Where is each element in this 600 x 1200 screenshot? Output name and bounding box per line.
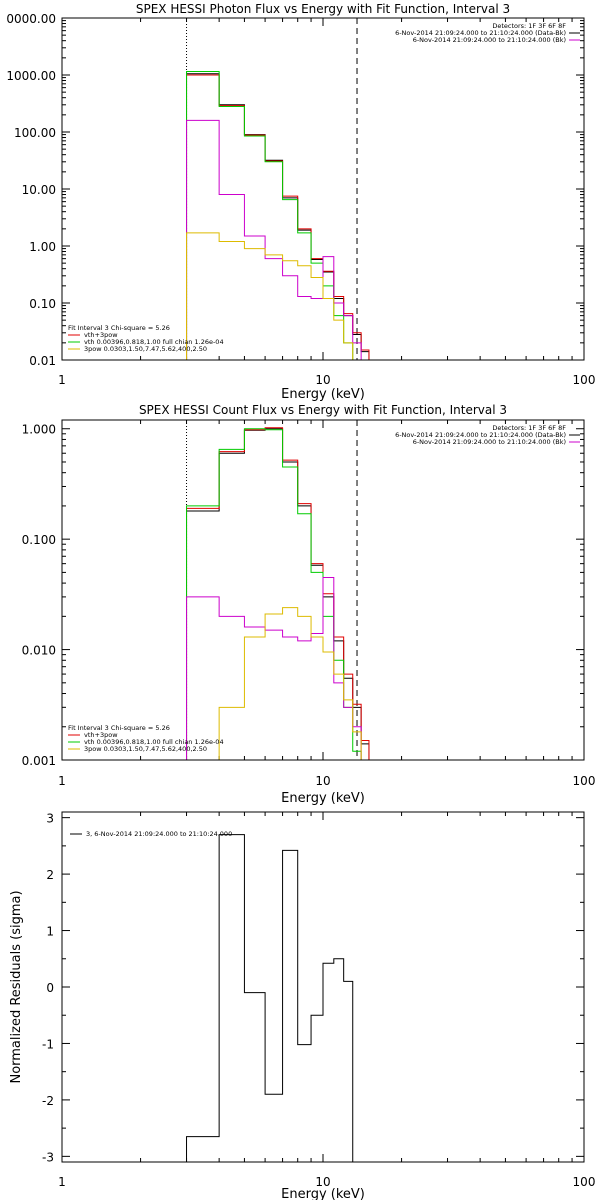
panel-2-xtick-label: 100: [573, 774, 596, 788]
panel-3-ytick-label: -2: [42, 1094, 54, 1108]
panel-3-ytick-label: 1: [46, 925, 54, 939]
panel-3-ytick-label: -1: [42, 1037, 54, 1051]
panel-1-fit-header: Fit Interval 3 Chi-square = 5.26: [68, 324, 170, 332]
panel-3-ytick-label: 3: [46, 812, 54, 826]
panel-1-title: SPEX HESSI Photon Flux vs Energy with Fi…: [136, 2, 510, 16]
panel-1-ytick-label: 0.01: [29, 354, 56, 368]
panel-3-legend-text: 3, 6-Nov-2014 21:09:24.000 to 21:10:24.0…: [86, 830, 232, 838]
panel-2-fit-text: 3pow 0.0303,1.50,7.47,5.62,400,2.50: [84, 745, 207, 753]
panel-2-xtick-label: 10: [315, 774, 330, 788]
panel-1-ytick-label: 1000.00: [6, 69, 56, 83]
panel-2-series-3: [186, 428, 362, 760]
panel-3-xlabel: Energy (keV): [281, 1187, 365, 1200]
panel-2-fit-text: vth+3pow: [84, 731, 118, 739]
panel-1-xtick-label: 10: [315, 373, 330, 387]
panel-1-series-1: [186, 73, 370, 360]
panel-2-ytick-label: 0.100: [22, 533, 56, 547]
panel-2-ytick-label: 1.000: [22, 423, 56, 437]
panel-1-xtick-label: 1: [58, 373, 66, 387]
panel-1-ytick-label: 0.10: [29, 297, 56, 311]
panel-2-fit-text: vth 0.00396,0.818,1.00 full chian 1.26e-…: [84, 738, 224, 746]
panel-2-series-2: [186, 427, 370, 760]
panel-2-frame: [61, 419, 585, 761]
panel-3-series-1: [186, 834, 354, 1162]
panel-2-xlabel: Energy (keV): [281, 791, 365, 806]
panel-1-legend-text: Detectors: 1F 3F 6F 8F: [492, 22, 566, 30]
panel-3-ytick-label: -3: [42, 1150, 54, 1164]
panel-3-frame: [61, 811, 585, 1163]
panel-3-ytick-label: 2: [46, 868, 54, 882]
panel-3-xtick-label: 1: [58, 1175, 66, 1189]
panel-3-xtick-label: 100: [573, 1175, 596, 1189]
panel-1-ytick-label: 100.00: [14, 126, 56, 140]
panel-1-fit-text: vth+3pow: [84, 331, 118, 339]
panel-1-fit-text: vth 0.00396,0.818,1.00 full chian 1.26e-…: [84, 338, 224, 346]
panel-1-series-4: [186, 119, 370, 360]
panel-1-legend-text: 6-Nov-2014 21:09:24.000 to 21:10:24.000 …: [395, 29, 566, 37]
panel-2-legend-text: Detectors: 1F 3F 6F 8F: [492, 424, 566, 432]
panel-2-fit-header: Fit Interval 3 Chi-square = 5.26: [68, 724, 170, 732]
panel-1-series-2: [186, 74, 370, 360]
panel-1-series-3: [186, 71, 354, 360]
panel-1-ytick-label: 0000.00: [6, 12, 56, 26]
panel-1-xlabel: Energy (keV): [281, 387, 365, 402]
panel-1-series-5: [186, 232, 362, 360]
panel-1-ytick-label: 1.00: [29, 240, 56, 254]
panel-2-series-5: [186, 607, 362, 760]
panel-1-frame: [61, 17, 585, 361]
panel-2-series-1: [186, 428, 370, 760]
panel-2-legend-text: 6-Nov-2014 21:09:24.000 to 21:10:24.000 …: [395, 431, 566, 439]
panel-3-ytick-label: 0: [46, 981, 54, 995]
panel-2-ytick-label: 0.001: [22, 754, 56, 768]
panel-2-legend-text: 6-Nov-2014 21:09:24.000 to 21:10:24.000 …: [413, 438, 566, 446]
panel-3-ylabel: Normalized Residuals (sigma): [9, 890, 24, 1083]
panel-1-legend-text: 6-Nov-2014 21:09:24.000 to 21:10:24.000 …: [413, 36, 566, 44]
panel-1-ytick-label: 10.00: [22, 183, 56, 197]
panel-2-series-4: [186, 576, 370, 760]
panel-2-xtick-label: 1: [58, 774, 66, 788]
panel-2-ytick-label: 0.010: [22, 644, 56, 658]
panel-2-title: SPEX HESSI Count Flux vs Energy with Fit…: [139, 403, 507, 417]
panel-3-xtick-label: 10: [315, 1175, 330, 1189]
panel-1-xtick-label: 100: [573, 373, 596, 387]
panel-1-fit-text: 3pow 0.0303,1.50,7.47,5.62,400,2.50: [84, 345, 207, 353]
